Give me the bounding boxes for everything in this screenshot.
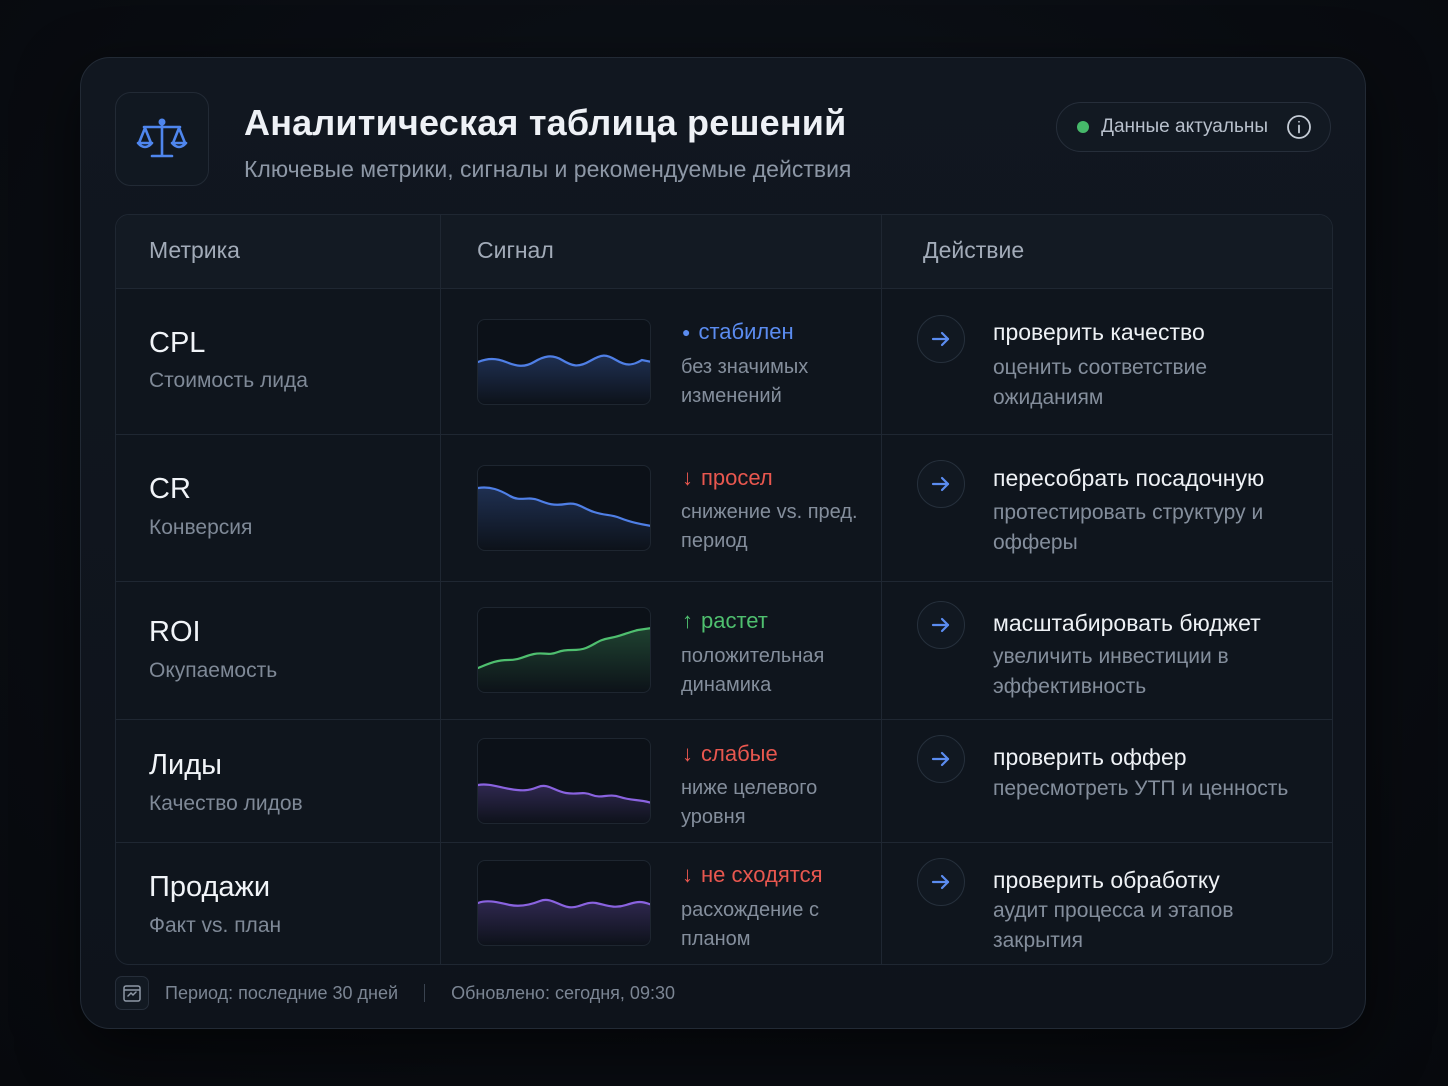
sparkline-chart <box>477 465 651 551</box>
column-divider <box>440 215 441 964</box>
action-arrow-button[interactable] <box>917 735 965 783</box>
sparkline-chart <box>477 607 651 693</box>
sparkline-area <box>478 355 650 404</box>
arrow-right-icon <box>931 476 950 492</box>
action-title: проверить качество <box>993 319 1205 345</box>
action-title: пересобрать посадочную <box>993 465 1265 491</box>
sparkline-line <box>478 486 650 527</box>
signal-status: ↓ просел <box>682 465 773 491</box>
arrow-right-icon <box>931 617 950 633</box>
action-title: проверить оффер <box>993 744 1187 770</box>
action-description: аудит процесса и этапов закрытия <box>993 899 1234 952</box>
action-arrow-button[interactable] <box>917 460 965 508</box>
table-row: Продажи Факт vs. план ↓ не сходятся расх… <box>116 842 1332 964</box>
data-status-badge[interactable]: Данные актуальны <box>1056 102 1331 152</box>
table-row: ROI Окупаемость ↑ растет положительная д… <box>116 581 1332 720</box>
sparkline-svg <box>478 898 650 945</box>
status-dot <box>1077 121 1090 133</box>
updated-label: Обновлено: сегодня, 09:30 <box>451 982 675 1003</box>
sparkline-line <box>478 783 650 804</box>
signal-description: расхождение с планом <box>681 899 819 950</box>
metric-name: Продажи <box>149 871 271 903</box>
column-header-action: Действие <box>923 237 1025 263</box>
signal-status: ↓ слабые <box>682 741 778 767</box>
sparkline-area <box>478 784 650 823</box>
signal-description: положительная динамика <box>681 645 825 696</box>
sparkline-svg <box>478 486 650 550</box>
sparkline-area <box>478 487 650 550</box>
period-label: Период: последние 30 дней <box>165 982 399 1003</box>
sparkline-svg <box>478 627 650 692</box>
logo-badge <box>115 92 209 186</box>
table-row: CPL Стоимость лида ● стабилен без значим… <box>116 288 1332 435</box>
sparkline-svg <box>478 354 650 404</box>
action-description: протестировать структуру и офферы <box>993 501 1264 554</box>
action-arrow-button[interactable] <box>917 601 965 649</box>
arrow-right-icon <box>931 331 950 347</box>
signal-marker-icon: ↑ <box>682 608 693 633</box>
metric-name: ROI <box>149 616 201 648</box>
metrics-table: Метрика Сигнал Действие CPL Стоимость ли… <box>115 214 1333 965</box>
metric-name: CPL <box>149 327 206 359</box>
signal-description: без значимых изменений <box>681 356 809 407</box>
decision-table-card: Аналитическая таблица решений Ключевые м… <box>80 57 1366 1029</box>
signal-status: ● стабилен <box>682 319 794 345</box>
metric-name: Лиды <box>149 749 222 781</box>
sparkline-chart <box>477 738 651 824</box>
metric-description: Окупаемость <box>149 659 278 682</box>
signal-status: ↑ растет <box>682 608 768 634</box>
sparkline-line <box>478 898 650 909</box>
sparkline-svg <box>478 783 650 823</box>
action-title: масштабировать бюджет <box>993 610 1261 636</box>
signal-marker-icon: ● <box>682 324 691 340</box>
metric-description: Факт vs. план <box>149 914 282 937</box>
signal-label: стабилен <box>698 319 794 344</box>
metric-description: Качество лидов <box>149 792 303 815</box>
signal-description: снижение vs. пред. период <box>681 501 858 552</box>
signal-label: не сходятся <box>701 862 823 887</box>
sparkline-chart <box>477 319 651 405</box>
signal-description: ниже целевого уровня <box>681 777 818 828</box>
action-arrow-button[interactable] <box>917 315 965 363</box>
table-footer: Период: последние 30 дней Обновлено: сег… <box>115 975 675 1011</box>
metric-description: Стоимость лида <box>149 369 308 392</box>
status-label: Данные актуальны <box>1101 116 1268 137</box>
sparkline-line <box>478 627 650 670</box>
signal-label: слабые <box>701 741 778 766</box>
footer-divider <box>424 984 426 1002</box>
column-divider <box>881 215 882 964</box>
page-title: Аналитическая таблица решений <box>244 102 847 143</box>
signal-marker-icon: ↓ <box>682 741 693 766</box>
page-subtitle: Ключевые метрики, сигналы и рекомендуемы… <box>244 156 852 182</box>
sparkline-area <box>478 628 650 692</box>
sparkline-area <box>478 899 650 945</box>
sparkline-chart <box>477 860 651 946</box>
action-description: увеличить инвестиции в эффективность <box>993 645 1229 698</box>
sparkline-line <box>478 354 650 367</box>
signal-status: ↓ не сходятся <box>682 862 823 888</box>
action-description: пересмотреть УТП и ценность <box>993 777 1289 800</box>
column-header-metric: Метрика <box>149 237 240 263</box>
calendar-icon <box>115 976 149 1010</box>
metric-name: CR <box>149 473 191 505</box>
action-arrow-button[interactable] <box>917 858 965 906</box>
arrow-right-icon <box>931 751 950 767</box>
metric-description: Конверсия <box>149 516 253 539</box>
arrow-right-icon <box>931 874 950 890</box>
table-row: CR Конверсия ↓ просел снижение vs. пред.… <box>116 434 1332 582</box>
scales-icon <box>136 118 188 158</box>
action-title: проверить обработку <box>993 867 1220 893</box>
action-description: оценить соответствие ожиданиям <box>993 356 1208 409</box>
column-header-signal: Сигнал <box>477 237 554 263</box>
signal-marker-icon: ↓ <box>682 862 693 887</box>
table-row: Лиды Качество лидов ↓ слабые ниже целево… <box>116 719 1332 843</box>
table-header: Метрика Сигнал Действие <box>116 215 1332 289</box>
signal-marker-icon: ↓ <box>682 465 693 490</box>
signal-label: просел <box>701 465 773 490</box>
signal-label: растет <box>701 608 768 633</box>
info-icon[interactable] <box>1286 114 1312 140</box>
